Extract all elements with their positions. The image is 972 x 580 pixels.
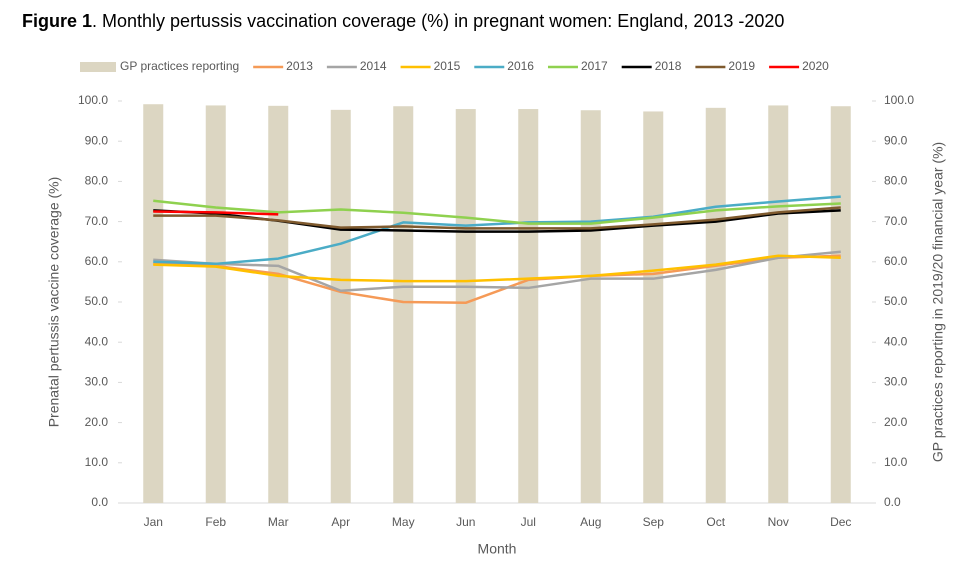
y-tick-label: 70.0 (85, 214, 109, 228)
y2-tick-label: 30.0 (884, 375, 908, 389)
line (153, 254, 841, 283)
bar (643, 111, 664, 504)
x-tick-label: Mar (268, 515, 289, 529)
legend-label: 2020 (802, 59, 829, 73)
y-tick-label: 80.0 (85, 174, 109, 188)
y2-tick-label: 10.0 (884, 455, 908, 469)
y-tick-label: 0.0 (91, 495, 108, 509)
x-tick-label: May (392, 515, 415, 529)
y2-tick-label: 40.0 (884, 334, 908, 348)
legend-label: 2013 (286, 59, 313, 73)
line (153, 195, 841, 266)
line (153, 250, 841, 292)
y2-tick-label: 50.0 (884, 294, 908, 308)
legend-label: 2015 (434, 59, 461, 73)
y2-tick-label: 80.0 (884, 174, 908, 188)
x-tick-label: Apr (331, 515, 350, 529)
y2-tick-label: 0.0 (884, 495, 901, 509)
legend-label: 2014 (360, 59, 387, 73)
line (153, 199, 841, 225)
x-tick-label: Sep (643, 515, 665, 529)
y2-tick-label: 20.0 (884, 415, 908, 429)
chart-title: Figure 1. Monthly pertussis vaccination … (22, 11, 784, 31)
y2-tick-label: 70.0 (884, 214, 908, 228)
bar (143, 104, 164, 503)
x-axis-title: Month (478, 541, 517, 557)
y-axis-title: Prenatal pertussis vaccine coverage (%) (46, 177, 62, 428)
y2-tick-label: 60.0 (884, 254, 908, 268)
legend-label: 2019 (728, 59, 755, 73)
x-tick-label: Aug (580, 515, 601, 529)
y-tick-label: 100.0 (78, 93, 108, 107)
line (153, 254, 841, 305)
y-tick-label: 20.0 (85, 415, 109, 429)
legend-label: 2017 (581, 59, 608, 73)
bar (830, 106, 851, 503)
bar (268, 105, 289, 503)
y-tick-label: 10.0 (85, 455, 109, 469)
x-tick-label: Oct (706, 515, 725, 529)
bar (330, 109, 351, 504)
legend-swatch (80, 62, 116, 72)
line (153, 206, 841, 230)
bar (705, 107, 726, 504)
bar (768, 105, 789, 503)
y2-tick-label: 90.0 (884, 133, 908, 147)
x-tick-label: Nov (768, 515, 789, 529)
y-tick-label: 90.0 (85, 133, 109, 147)
line (153, 210, 279, 216)
x-tick-label: Jul (521, 515, 536, 529)
x-tick-label: Jan (144, 515, 163, 529)
title-figure: Figure 1 (22, 11, 92, 31)
y2-axis-title: GP practices reporting in 2019/20 financ… (930, 142, 946, 462)
y-tick-label: 30.0 (85, 375, 109, 389)
x-tick-label: Feb (205, 515, 226, 529)
y-tick-label: 60.0 (85, 254, 109, 268)
bar (455, 109, 476, 503)
y-tick-label: 40.0 (85, 334, 109, 348)
legend-label: 2016 (507, 59, 534, 73)
x-tick-label: Jun (456, 515, 475, 529)
x-tick-label: Dec (830, 515, 851, 529)
legend-label: GP practices reporting (120, 59, 239, 73)
bar (205, 105, 226, 503)
bar (518, 109, 539, 503)
bar (393, 106, 414, 503)
bar (580, 110, 601, 503)
legend-label: 2018 (655, 59, 682, 73)
y-tick-label: 50.0 (85, 294, 109, 308)
title-text: . Monthly pertussis vaccination coverage… (92, 11, 784, 31)
y2-tick-label: 100.0 (884, 93, 914, 107)
